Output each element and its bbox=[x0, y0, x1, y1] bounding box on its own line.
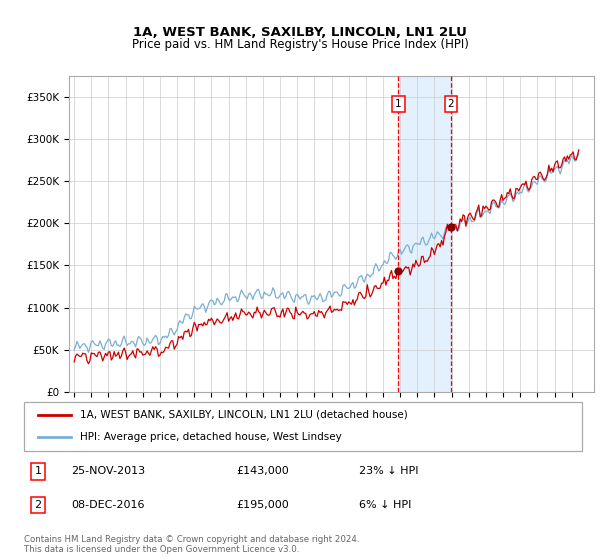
Text: 2: 2 bbox=[448, 99, 454, 109]
FancyBboxPatch shape bbox=[24, 402, 582, 451]
Text: 23% ↓ HPI: 23% ↓ HPI bbox=[359, 466, 418, 477]
Text: £195,000: £195,000 bbox=[236, 500, 289, 510]
Text: 25-NOV-2013: 25-NOV-2013 bbox=[71, 466, 146, 477]
Text: Price paid vs. HM Land Registry's House Price Index (HPI): Price paid vs. HM Land Registry's House … bbox=[131, 38, 469, 52]
Bar bbox=[398, 76, 451, 392]
Text: £143,000: £143,000 bbox=[236, 466, 289, 477]
Text: 1A, WEST BANK, SAXILBY, LINCOLN, LN1 2LU (detached house): 1A, WEST BANK, SAXILBY, LINCOLN, LN1 2LU… bbox=[80, 410, 407, 420]
Text: 1A, WEST BANK, SAXILBY, LINCOLN, LN1 2LU: 1A, WEST BANK, SAXILBY, LINCOLN, LN1 2LU bbox=[133, 26, 467, 39]
Text: HPI: Average price, detached house, West Lindsey: HPI: Average price, detached house, West… bbox=[80, 432, 341, 442]
Text: 08-DEC-2016: 08-DEC-2016 bbox=[71, 500, 145, 510]
Text: 2: 2 bbox=[34, 500, 41, 510]
Text: This data is licensed under the Open Government Licence v3.0.: This data is licensed under the Open Gov… bbox=[24, 545, 299, 554]
Text: 6% ↓ HPI: 6% ↓ HPI bbox=[359, 500, 411, 510]
Text: 1: 1 bbox=[34, 466, 41, 477]
Text: Contains HM Land Registry data © Crown copyright and database right 2024.: Contains HM Land Registry data © Crown c… bbox=[24, 535, 359, 544]
Text: 1: 1 bbox=[395, 99, 402, 109]
